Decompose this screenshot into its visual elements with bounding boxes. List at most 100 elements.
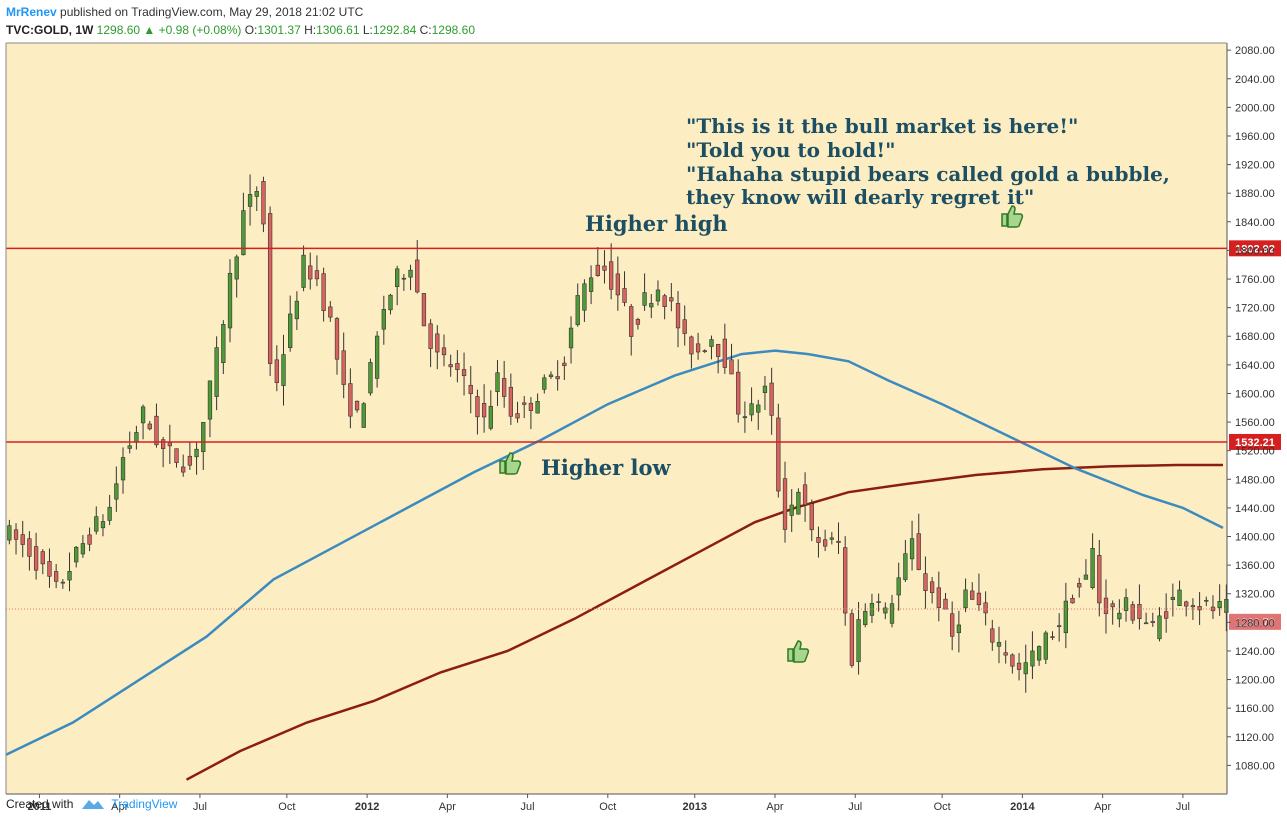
candle-down	[455, 363, 460, 370]
candle-down	[1077, 583, 1082, 588]
candle-down	[321, 273, 326, 311]
close-label: C:	[419, 23, 432, 37]
candle-down	[415, 259, 420, 293]
candle-up	[1090, 548, 1095, 589]
candle-up	[254, 191, 259, 197]
candle-down	[689, 336, 694, 355]
candle-up	[140, 406, 146, 424]
candle-up	[74, 546, 79, 563]
candle-up	[120, 457, 126, 481]
candle-up	[1224, 599, 1229, 613]
candle-up	[896, 577, 901, 596]
candle-up	[742, 416, 748, 419]
price-tick-label: 1880.00	[1235, 188, 1275, 200]
candle-up	[1063, 600, 1069, 634]
time-tick-label: 2012	[355, 801, 379, 813]
chart-header: MrRenev published on TradingView.com, Ma…	[6, 3, 475, 39]
time-tick-label: Apr	[111, 801, 128, 813]
price-tick-label: 1680.00	[1235, 331, 1275, 343]
price-tick-label: 1600.00	[1235, 388, 1275, 400]
candle-up	[762, 385, 768, 393]
candle-up	[107, 506, 112, 521]
candle-down	[629, 306, 634, 337]
candle-down	[1010, 654, 1015, 667]
candle-down	[983, 602, 988, 614]
price-tick-label: 1200.00	[1235, 675, 1275, 687]
candle-down	[782, 478, 788, 530]
candle-up	[247, 194, 253, 207]
candle-down	[1050, 636, 1055, 638]
candle-up	[408, 269, 413, 278]
candle-up	[374, 335, 380, 379]
candle-up	[789, 504, 794, 516]
candle-down	[843, 547, 848, 614]
level-price-badge	[1229, 240, 1281, 257]
candle-down	[20, 534, 25, 545]
quote-line-4: they know will dearly regret it"	[686, 185, 1034, 209]
candle-up	[488, 405, 493, 429]
candle-up	[749, 403, 754, 416]
last-price-label: 1280.70	[1235, 617, 1275, 629]
candle-down	[1184, 601, 1189, 607]
candle-up	[194, 448, 199, 458]
candle-down	[682, 319, 687, 334]
moving-average-fast	[5, 349, 1224, 756]
candle-down	[428, 323, 433, 349]
price-tick-label: 1280.00	[1235, 617, 1275, 629]
author-link[interactable]: MrRenev	[6, 5, 57, 19]
low-value: 1292.84	[372, 23, 417, 37]
candle-down	[160, 439, 166, 449]
candle-up	[134, 432, 139, 442]
plot-area[interactable]	[6, 43, 1227, 794]
price-tick-label: 1920.00	[1235, 160, 1275, 172]
candle-up	[368, 362, 373, 394]
candle-up	[856, 619, 861, 662]
price-axis[interactable]: 1080.00 1120.00 1160.00 1200.00 1240.00 1280.…	[5, 42, 1275, 794]
candle-down	[274, 359, 279, 384]
time-axis[interactable]: 2011 Apr Jul Oct 2012 Apr Jul Oct 2013 Apr Jul Oct 2…	[6, 793, 1227, 813]
tradingview-logo-icon	[82, 800, 105, 809]
candle-down	[314, 270, 320, 280]
candle-up	[401, 277, 407, 280]
time-tick-label: Jul	[848, 801, 862, 813]
candle-up	[535, 401, 540, 414]
candle-up	[114, 483, 119, 500]
price-tick-label: 1400.00	[1235, 532, 1275, 544]
candle-down	[943, 598, 948, 610]
price-tick-label: 1120.00	[1235, 732, 1274, 744]
candle-up	[1036, 646, 1042, 661]
candle-down	[1003, 652, 1008, 656]
candle-up	[883, 607, 888, 614]
time-tick-label: Apr	[766, 801, 783, 813]
candle-up	[1157, 615, 1162, 640]
candle-down	[187, 455, 193, 466]
candle-down	[334, 318, 340, 360]
candle-down	[595, 264, 600, 276]
candle-down	[261, 181, 266, 225]
candle-down	[1164, 611, 1169, 619]
tradingview-link[interactable]: TradingView	[111, 797, 178, 811]
price-tick-label: 1760.00	[1235, 274, 1275, 286]
candle-down	[1130, 604, 1135, 621]
candle-up	[1043, 632, 1048, 660]
candle-up	[903, 553, 908, 580]
candle-up	[100, 521, 106, 529]
candle-up	[94, 516, 99, 532]
candle-up	[1030, 650, 1035, 667]
candle-down	[468, 384, 473, 395]
candle-down	[502, 378, 507, 397]
candle-up	[1143, 622, 1149, 625]
candle-down	[809, 503, 814, 531]
candle-down	[849, 613, 855, 666]
candle-down	[341, 350, 346, 385]
price-tick-label: 2000.00	[1235, 102, 1275, 114]
thumbs-up-icon	[1001, 205, 1024, 228]
candle-up	[909, 538, 915, 560]
candle-up	[281, 354, 286, 386]
level-price-badge	[1229, 433, 1281, 450]
candle-down	[675, 303, 681, 329]
candle-down	[1103, 597, 1109, 614]
candles-layer	[7, 174, 1229, 693]
price-tick-label: 1800.00	[1235, 245, 1275, 257]
